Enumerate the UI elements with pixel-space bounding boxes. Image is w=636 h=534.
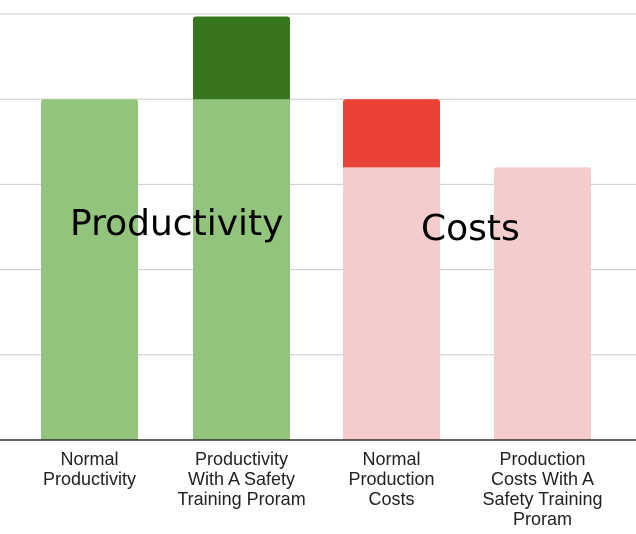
x-tick-label-0: Normal Productivity: [42, 449, 137, 489]
bar-2-segment-1: [343, 99, 440, 168]
bar-0-segment-0: [41, 99, 138, 440]
x-tick-label-3: Production Costs With A Safety Training …: [482, 449, 603, 529]
x-tick-label-2: Normal Production Costs: [348, 449, 435, 509]
x-tick-label-1: Productivity With A Safety Training Pror…: [177, 449, 306, 509]
bar-3-segment-0: [494, 167, 591, 441]
bar-1-segment-1: [193, 16, 290, 100]
bar-1-segment-0: [193, 99, 290, 440]
annotation-costs: Costs: [421, 208, 520, 249]
annotation-productivity: Productivity: [70, 203, 284, 244]
bar-2-segment-0: [343, 167, 440, 441]
